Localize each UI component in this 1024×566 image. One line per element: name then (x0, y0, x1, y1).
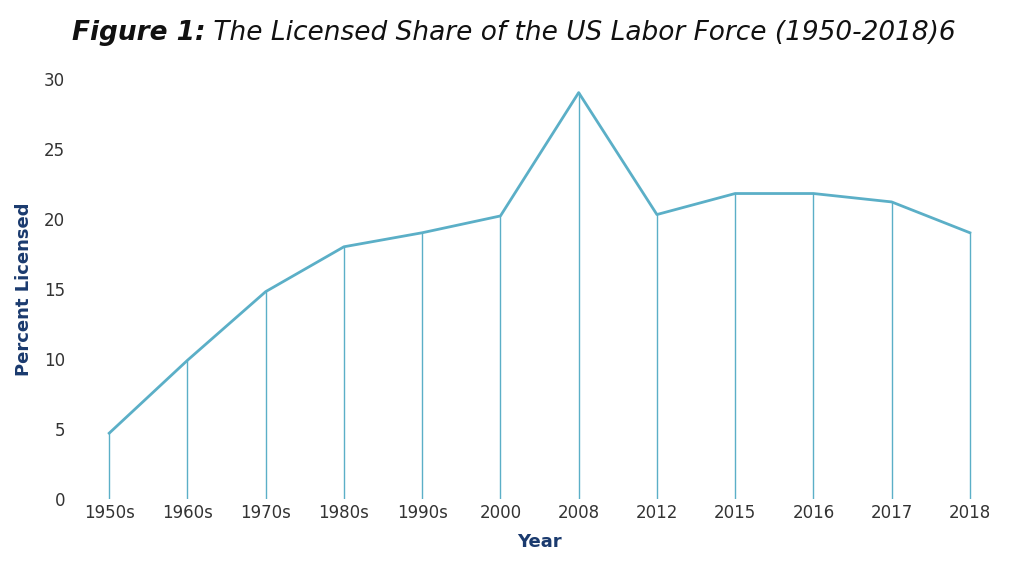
Text: Figure 1:: Figure 1: (72, 20, 205, 46)
X-axis label: Year: Year (517, 533, 562, 551)
Text: The Licensed Share of the US Labor Force (1950-2018)6: The Licensed Share of the US Labor Force… (205, 20, 955, 46)
Y-axis label: Percent Licensed: Percent Licensed (15, 202, 33, 376)
